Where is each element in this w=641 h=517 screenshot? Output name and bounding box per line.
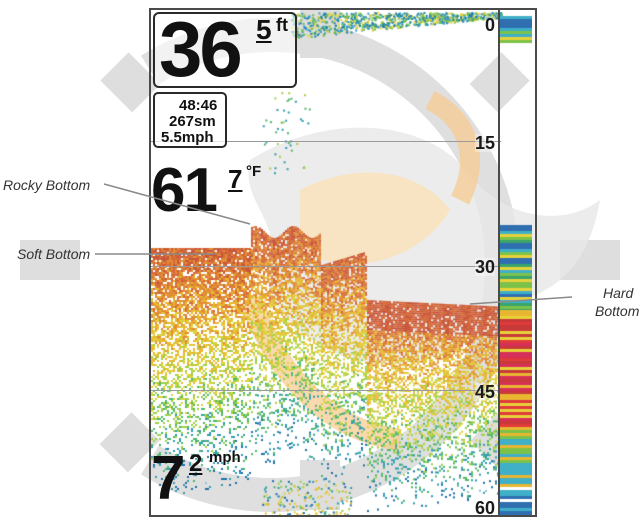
water-temp-tenth: 7 bbox=[228, 164, 243, 194]
speed-value: 7 bbox=[151, 444, 186, 513]
rocky-bottom-label: Rocky Bottom bbox=[3, 177, 91, 193]
depth-grid-line-45 bbox=[151, 390, 501, 391]
soft-bottom-label: Soft Bottom bbox=[17, 246, 91, 262]
depth-grid-line-30 bbox=[151, 266, 501, 267]
color-intensity-bar bbox=[498, 10, 532, 515]
depth-scale-label-60: 60 bbox=[474, 498, 495, 517]
timer-readout: 48:46 bbox=[179, 97, 218, 114]
depth-scale-label-0: 0 bbox=[484, 15, 495, 35]
water-temp-unit: °F bbox=[246, 163, 262, 180]
hard-bottom-label-line2: Bottom bbox=[595, 303, 640, 319]
depth-scale-label-30: 30 bbox=[474, 257, 495, 277]
speed-tenth: 2 bbox=[189, 450, 203, 477]
intensity-bar-strips bbox=[500, 10, 532, 515]
rocky-bottom-pointer bbox=[103, 183, 251, 225]
depth-tenth: 5 bbox=[256, 14, 272, 45]
depth-grid-line-15 bbox=[151, 141, 501, 142]
speed-small-readout: 5.5mph bbox=[161, 129, 214, 146]
water-temp-value: 61 bbox=[151, 156, 218, 225]
speed-unit: mph bbox=[209, 449, 241, 466]
nav-info-box: 48:46 267sm 5.5mph bbox=[153, 92, 227, 148]
hard-bottom-label-line1: Hard bbox=[603, 285, 634, 301]
depth-unit: ft bbox=[276, 15, 288, 35]
depth-value: 36 bbox=[159, 8, 243, 93]
distance-readout: 267sm bbox=[169, 113, 216, 130]
depth-scale-label-45: 45 bbox=[474, 382, 495, 402]
sonar-screen: 0 15 30 45 60 36 5 ft 48:46 267sm 5.5mph… bbox=[149, 8, 537, 517]
depth-scale-label-15: 15 bbox=[474, 133, 495, 153]
hard-bottom-pointer bbox=[469, 296, 573, 305]
depth-readout: 36 5 ft bbox=[153, 8, 297, 93]
